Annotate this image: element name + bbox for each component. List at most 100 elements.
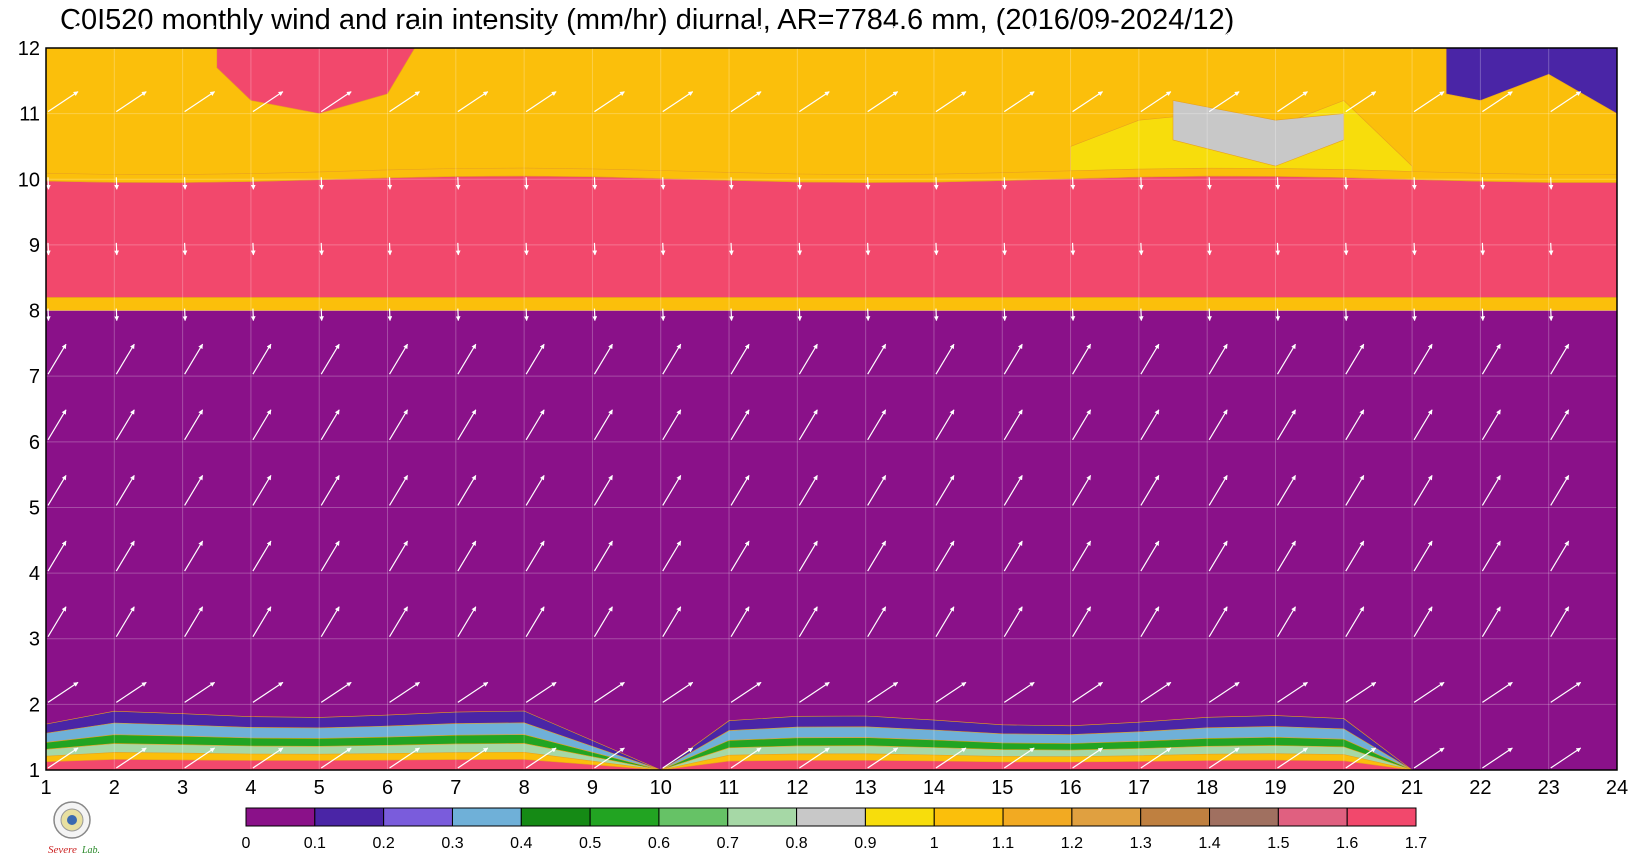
colorbar-swatch — [520, 807, 591, 827]
x-tick-label: 16 — [1059, 777, 1081, 799]
wind-vector — [184, 25, 216, 47]
wind-vector — [1616, 177, 1622, 190]
wind-vector — [798, 409, 818, 441]
wind-vector — [389, 475, 409, 506]
wind-vector — [1413, 747, 1445, 769]
wind-vector — [252, 540, 272, 572]
wind-vector — [730, 25, 762, 47]
wind-vector — [319, 177, 324, 190]
wind-vector — [1276, 606, 1296, 638]
wind-vector — [1413, 475, 1433, 506]
wind-vector — [1345, 606, 1365, 638]
wind-vector — [389, 91, 420, 113]
wind-vector — [1548, 308, 1554, 322]
colorbar-swatch — [1002, 807, 1073, 827]
colorbar-swatch — [314, 807, 385, 827]
wind-vector — [799, 91, 830, 113]
colorbar-label: 1.5 — [1267, 835, 1289, 852]
wind-vector — [1618, 475, 1638, 506]
wind-vector — [592, 177, 598, 190]
wind-vector — [114, 308, 120, 322]
wind-vector — [1208, 681, 1240, 703]
summer-edge-lower — [45, 297, 1618, 311]
wind-vector — [1275, 177, 1281, 190]
colorbar-swatch — [383, 807, 453, 827]
wind-vector — [319, 308, 324, 322]
x-tick-label: 23 — [1538, 777, 1560, 799]
colorbar-label: 0.5 — [579, 835, 601, 852]
wind-vector — [455, 308, 461, 322]
x-tick-label: 14 — [923, 777, 945, 799]
wind-vector — [662, 475, 682, 506]
wind-vector — [1482, 91, 1513, 113]
rain-intensity-field — [45, 47, 1618, 771]
wind-vector — [389, 540, 409, 572]
wind-vector — [115, 681, 147, 703]
wind-vector — [182, 177, 188, 190]
wind-vector — [865, 177, 871, 190]
wind-vector — [320, 540, 340, 572]
wind-vector — [798, 606, 818, 638]
wind-vector — [1072, 606, 1092, 638]
wind-vector — [592, 308, 598, 322]
wind-vector — [1550, 540, 1570, 572]
wind-vector — [252, 606, 272, 638]
wind-vector — [1275, 308, 1281, 322]
wind-vector — [182, 308, 188, 322]
colorbar-swatch — [245, 807, 316, 827]
wind-vector — [867, 747, 899, 769]
colorbar-label: 1 — [930, 835, 939, 852]
wind-vector — [728, 177, 734, 190]
wind-vector — [455, 177, 461, 190]
wind-vector — [1072, 475, 1092, 506]
wind-vector — [1072, 681, 1103, 703]
wind-vector — [115, 747, 147, 769]
wind-vector — [252, 91, 284, 113]
x-tick-label: 13 — [855, 777, 877, 799]
wind-vector — [525, 475, 545, 506]
wind-vector — [457, 409, 477, 441]
wind-vector — [1345, 25, 1377, 47]
wind-vector — [1276, 475, 1296, 506]
wind-vector — [389, 606, 409, 638]
wind-vector — [1003, 409, 1023, 441]
wind-vector — [935, 606, 955, 638]
colorbar-label: 1.3 — [1130, 835, 1152, 852]
y-tick-label: 4 — [29, 563, 40, 585]
wind-vector — [389, 681, 420, 703]
wind-vector — [184, 91, 216, 113]
y-tick-label: 9 — [29, 235, 40, 257]
wind-vector — [1481, 343, 1501, 375]
wind-vector — [387, 177, 393, 190]
wind-vector — [47, 681, 79, 703]
y-tick-label: 12 — [18, 38, 40, 60]
wind-vector — [250, 308, 256, 322]
wind-vector — [1277, 681, 1308, 703]
wind-vector — [320, 343, 340, 375]
wind-vector — [1413, 681, 1445, 703]
wind-vector — [1140, 540, 1160, 572]
wind-vector — [1072, 343, 1092, 375]
wind-vector — [1276, 409, 1296, 441]
wind-vector — [662, 25, 694, 47]
wind-vector — [1208, 409, 1228, 441]
wind-vector — [250, 177, 256, 190]
colorbar-label: 0.9 — [854, 835, 876, 852]
wind-vector — [47, 409, 67, 441]
wind-vector — [115, 540, 135, 572]
wind-vector — [662, 91, 694, 113]
summer-band — [45, 175, 1618, 298]
y-tick-label: 11 — [19, 104, 40, 126]
wind-vector — [252, 681, 284, 703]
wind-vector — [1413, 540, 1433, 572]
wind-vector — [389, 409, 409, 441]
wind-vector — [115, 606, 135, 638]
y-tick-label: 1 — [29, 760, 40, 782]
x-tick-label: 8 — [519, 777, 530, 799]
wind-vector — [525, 343, 545, 375]
wind-vector — [933, 242, 939, 256]
wind-vector — [594, 91, 625, 113]
wind-vector — [1208, 540, 1228, 572]
wind-vector — [1481, 475, 1501, 506]
upper-peak-gray — [1172, 100, 1345, 167]
